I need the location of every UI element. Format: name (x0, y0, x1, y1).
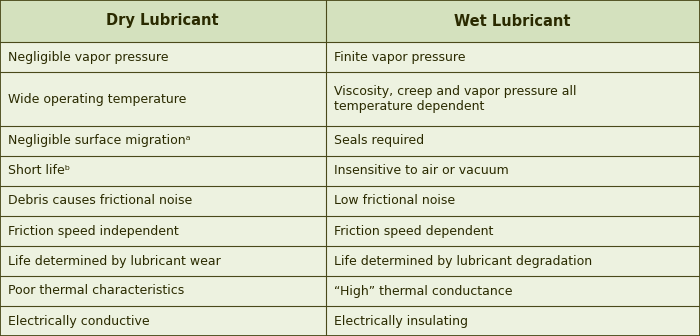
Text: Life determined by lubricant wear: Life determined by lubricant wear (8, 254, 221, 267)
Text: Life determined by lubricant degradation: Life determined by lubricant degradation (334, 254, 592, 267)
Text: Debris causes frictional noise: Debris causes frictional noise (8, 195, 192, 208)
Bar (0, 156, 700, 186)
Bar (0, 186, 700, 216)
Text: Wide operating temperature: Wide operating temperature (8, 92, 187, 106)
Bar (0, 42, 700, 72)
Text: “High” thermal conductance: “High” thermal conductance (334, 285, 512, 297)
Text: Short lifeᵇ: Short lifeᵇ (8, 165, 71, 177)
Bar (0, 306, 700, 336)
Text: Poor thermal characteristics: Poor thermal characteristics (8, 285, 185, 297)
Bar (0, 246, 700, 276)
Text: Low frictional noise: Low frictional noise (334, 195, 455, 208)
Bar (0, 72, 700, 126)
Text: Finite vapor pressure: Finite vapor pressure (334, 50, 466, 64)
Text: Negligible vapor pressure: Negligible vapor pressure (8, 50, 169, 64)
Text: Viscosity, creep and vapor pressure all
temperature dependent: Viscosity, creep and vapor pressure all … (334, 85, 576, 113)
Bar (0, 126, 700, 156)
Text: Negligible surface migrationᵃ: Negligible surface migrationᵃ (8, 134, 191, 148)
Bar (0, 0, 700, 42)
Bar (0, 276, 700, 306)
Text: Electrically insulating: Electrically insulating (334, 314, 468, 328)
Text: Dry Lubricant: Dry Lubricant (106, 13, 219, 29)
Text: Seals required: Seals required (334, 134, 424, 148)
Text: Wet Lubricant: Wet Lubricant (454, 13, 571, 29)
Text: Electrically conductive: Electrically conductive (8, 314, 150, 328)
Text: Friction speed independent: Friction speed independent (8, 224, 179, 238)
Bar (0, 216, 700, 246)
Text: Friction speed dependent: Friction speed dependent (334, 224, 494, 238)
Text: Insensitive to air or vacuum: Insensitive to air or vacuum (334, 165, 509, 177)
